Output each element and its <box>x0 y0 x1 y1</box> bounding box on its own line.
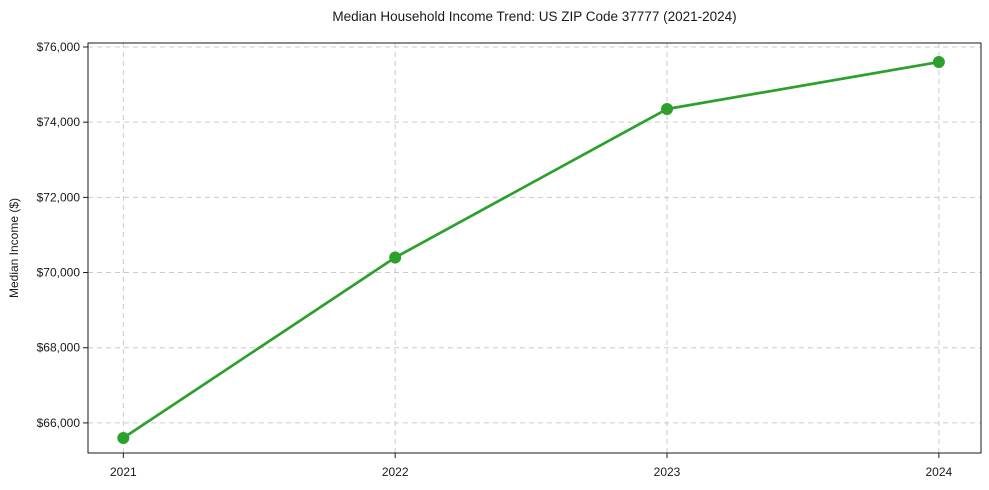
data-point-marker <box>117 431 130 444</box>
y-tick-label: $66,000 <box>37 416 81 430</box>
data-point-marker <box>932 56 945 69</box>
plot-border <box>87 42 982 454</box>
x-tick-label: 2022 <box>382 465 409 479</box>
x-tick-label: 2023 <box>654 465 681 479</box>
y-tick-label: $68,000 <box>37 341 81 355</box>
y-tick-label: $74,000 <box>37 115 81 129</box>
data-point-marker <box>389 251 402 264</box>
y-tick-label: $70,000 <box>37 266 81 280</box>
x-tick-label: 2024 <box>926 465 953 479</box>
chart-title: Median Household Income Trend: US ZIP Co… <box>332 9 737 24</box>
data-point-marker <box>661 103 674 116</box>
x-tick-label: 2021 <box>110 465 137 479</box>
y-tick-label: $76,000 <box>37 40 81 54</box>
y-tick-label: $72,000 <box>37 190 81 204</box>
income-trend-line <box>121 60 941 440</box>
